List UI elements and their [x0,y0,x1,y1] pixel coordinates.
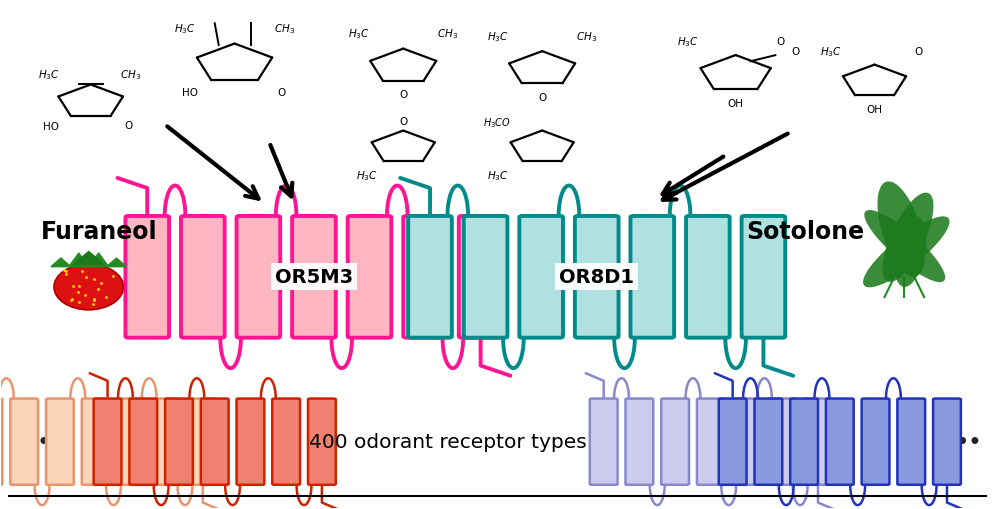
FancyBboxPatch shape [718,399,746,485]
Text: $H_3C$: $H_3C$ [38,68,60,81]
FancyBboxPatch shape [292,216,335,338]
Text: $H_3C$: $H_3C$ [174,22,196,36]
Text: •••: ••• [943,432,981,451]
FancyBboxPatch shape [129,399,157,485]
Text: O: O [399,117,407,127]
Text: Sotolone: Sotolone [746,220,864,244]
Text: O: O [790,47,798,57]
FancyBboxPatch shape [825,399,853,485]
FancyBboxPatch shape [0,399,2,485]
Polygon shape [106,259,126,267]
Text: HO: HO [43,122,59,132]
Polygon shape [894,217,925,288]
FancyBboxPatch shape [861,399,889,485]
FancyBboxPatch shape [732,399,759,485]
FancyBboxPatch shape [201,399,229,485]
FancyBboxPatch shape [117,399,145,485]
Polygon shape [69,253,88,267]
Text: 400 odorant receptor types: 400 odorant receptor types [309,432,586,451]
FancyBboxPatch shape [897,399,924,485]
FancyBboxPatch shape [93,399,121,485]
Text: O: O [913,47,921,57]
Text: OR5M3: OR5M3 [274,268,353,287]
FancyBboxPatch shape [237,399,264,485]
FancyBboxPatch shape [625,399,653,485]
Text: •••: ••• [13,432,51,451]
Text: OH: OH [727,99,743,108]
Text: OR8D1: OR8D1 [559,268,633,287]
Text: $H_3C$: $H_3C$ [486,30,508,44]
Text: $H_3C$: $H_3C$ [676,35,698,49]
FancyBboxPatch shape [685,216,729,338]
FancyBboxPatch shape [189,399,217,485]
Text: OH: OH [866,105,882,115]
FancyBboxPatch shape [753,399,781,485]
FancyBboxPatch shape [403,216,446,338]
FancyBboxPatch shape [741,216,784,338]
FancyBboxPatch shape [589,399,617,485]
Text: O: O [124,121,132,130]
FancyBboxPatch shape [696,399,724,485]
FancyBboxPatch shape [153,399,181,485]
Text: Furaneol: Furaneol [41,220,157,244]
FancyBboxPatch shape [932,399,960,485]
Polygon shape [51,259,71,267]
FancyBboxPatch shape [237,216,280,338]
Text: O: O [399,90,407,100]
Text: $CH_3$: $CH_3$ [273,22,294,36]
Polygon shape [882,193,932,282]
Text: $CH_3$: $CH_3$ [576,30,596,44]
Text: O: O [276,88,285,98]
FancyBboxPatch shape [308,399,335,485]
FancyBboxPatch shape [125,216,169,338]
Text: $CH_3$: $CH_3$ [119,68,141,81]
FancyBboxPatch shape [46,399,74,485]
Text: O: O [538,93,546,102]
FancyBboxPatch shape [347,216,391,338]
FancyBboxPatch shape [272,399,300,485]
FancyBboxPatch shape [661,399,688,485]
Text: O: O [775,37,783,47]
Ellipse shape [54,265,123,310]
Text: $CH_3$: $CH_3$ [437,27,458,41]
FancyBboxPatch shape [181,216,225,338]
FancyBboxPatch shape [408,216,451,338]
Text: $H_3C$: $H_3C$ [486,169,508,183]
FancyBboxPatch shape [789,399,817,485]
FancyBboxPatch shape [630,216,674,338]
Polygon shape [877,182,923,277]
Polygon shape [88,253,108,267]
Text: $H_3C$: $H_3C$ [355,169,377,183]
Polygon shape [862,217,948,288]
FancyBboxPatch shape [575,216,618,338]
FancyBboxPatch shape [458,216,502,338]
Text: $H_3CO$: $H_3CO$ [483,116,511,130]
FancyBboxPatch shape [82,399,109,485]
FancyBboxPatch shape [519,216,563,338]
FancyBboxPatch shape [165,399,193,485]
Text: $H_3C$: $H_3C$ [819,45,841,59]
FancyBboxPatch shape [803,399,831,485]
FancyBboxPatch shape [767,399,795,485]
Polygon shape [74,252,103,265]
Polygon shape [864,211,944,282]
FancyBboxPatch shape [10,399,38,485]
FancyBboxPatch shape [463,216,507,338]
Text: $H_3C$: $H_3C$ [347,27,369,41]
Text: HO: HO [182,88,198,98]
